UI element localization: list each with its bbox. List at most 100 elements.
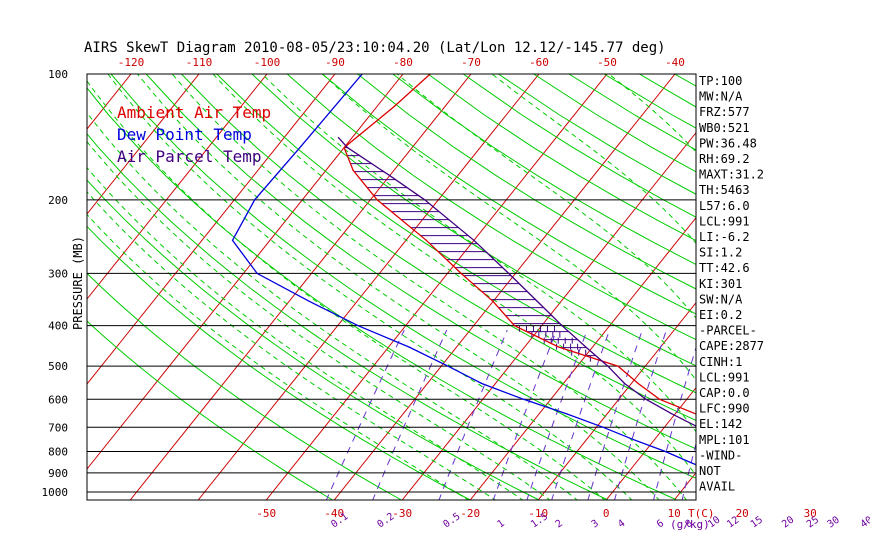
bottom-temp-tick: -50 [256,507,276,520]
index-label: MAXT:31.2 [699,168,764,182]
index-label: SI:1.2 [699,246,742,260]
parcel-line-point [337,137,340,139]
dewpoint-line-point [762,491,763,492]
pressure-tick-label: 600 [48,393,68,406]
bottom-temp-tick: 0 [603,507,610,520]
top-temperature-ticks: -120 -110 -100 -90 -80 -70 -60 -50 -40 [118,56,685,69]
parcel-line-point [389,174,391,177]
index-label: LI:-6.2 [699,230,750,244]
dewpoint-line-point [357,325,359,327]
parcel-line-point [624,382,626,385]
parcel-line-point [790,490,791,491]
mixing-ratio-lines [325,329,855,501]
index-label: PW:36.48 [699,136,757,150]
index-label: AVAIL [699,480,735,494]
mixing-ratio-line [614,329,667,500]
index-label: TP:100 [699,74,742,88]
ambient-temp-line-point [782,491,783,492]
dry-adiabat-line [286,74,696,341]
isotherm-line [87,74,132,130]
ambient-temp-line-point [763,472,764,473]
dewpoint-line-point [749,482,750,483]
dewpoint-line-point [447,365,449,367]
mixing-ratio-label: 15 [749,515,765,531]
moist-adiabat-line [87,80,606,500]
dry-adiabat-line [87,225,472,500]
moist-adiabat-line [171,74,688,500]
legend-dewpoint: Dew Point Temp [117,125,252,144]
top-temp-tick: -80 [393,56,413,69]
parcel-line-point [346,147,349,149]
index-label: TT:42.6 [699,261,750,275]
parcel-line-point [585,346,587,348]
index-label: EI:0.2 [699,308,742,322]
isotherm-line [129,74,472,500]
isotherm-line [810,74,870,500]
isotherm-line [197,74,540,500]
mixing-ratio-line [748,330,786,501]
moist-adiabat-line [87,140,551,500]
dry-adiabat-line [87,272,403,500]
mixing-ratio-labels: 0.1 0.2 0.5 1 1.5 2 3 4 6 8 10 12 15 20 25 30 40 [329,511,870,530]
parcel-line-point [607,365,609,367]
ambient-temp-line-point [779,482,780,483]
index-label: CAP:0.0 [699,386,750,400]
dry-adiabat-line [498,74,696,195]
dewpoint-line-point [602,426,604,428]
dewpoint-line-point [633,439,635,441]
moist-adiabat-line [137,74,660,500]
index-label: MW:N/A [699,90,743,104]
top-temp-tick: -90 [325,56,345,69]
index-label: CINH:1 [699,355,742,369]
mixing-ratio-line [587,329,643,500]
parcel-line-point [783,482,784,483]
cape-hatching [344,147,596,362]
bottom-temp-tick: -30 [392,507,412,520]
dry-adiabat-line [780,74,870,501]
isotherm-line [87,74,336,385]
pressure-tick-label: 500 [48,360,68,373]
dewpoint-line-point [256,272,258,275]
parcel-line-point [792,491,793,492]
bottom-temperature-ticks: -50 -40 -30 -20 -10 0 10 20 30 [256,507,817,520]
ambient-temp-line-point [460,272,462,275]
index-label: LCL:991 [699,214,750,228]
dewpoint-line-point [664,450,667,453]
mixing-ratio-line [372,329,448,500]
isotherm-line [87,74,404,470]
plot-frame [86,73,697,501]
ambient-temp-line-point [753,451,754,452]
index-label: RH:69.2 [699,152,750,166]
bottom-temp-tick: 10 [668,507,681,520]
dewpoint-line-point [481,382,483,385]
dry-adiabat-line [851,74,870,501]
mixing-ratio-label: 40 [859,515,870,531]
ambient-temp-line-point [637,382,639,385]
parcel-line-point [561,325,563,327]
top-temp-tick: -100 [254,56,281,69]
mixing-ratio-line [492,329,558,500]
index-label: TH:5463 [699,183,750,197]
dry-adiabat-line [815,74,870,501]
dry-adiabat-line [87,133,610,500]
mixing-ratio-label: 20 [780,515,796,531]
index-label: L57:6.0 [699,199,750,213]
moist-adiabat-line [87,112,578,500]
dry-adiabat-line [87,179,541,500]
mixing-ratio-label: 3 [590,518,601,530]
isotherm-line [469,216,696,500]
moist-adiabat-line [261,74,696,433]
ambient-temp-line-point [761,462,762,463]
moist-adiabat-line [491,74,696,245]
isotherm-line [87,74,200,215]
top-temp-tick: -40 [665,56,685,69]
ambient-temp-line-point [513,325,516,327]
dewpoint-line-point [308,300,311,303]
pressure-tick-label: 200 [48,194,68,207]
index-label: EL:142 [699,417,742,431]
dry-adiabat-line [745,74,870,501]
parcel-line-point [536,300,538,303]
index-label: FRZ:577 [699,105,750,119]
ambient-temp-line-point [492,300,494,303]
mixing-ratio-line [825,330,855,501]
